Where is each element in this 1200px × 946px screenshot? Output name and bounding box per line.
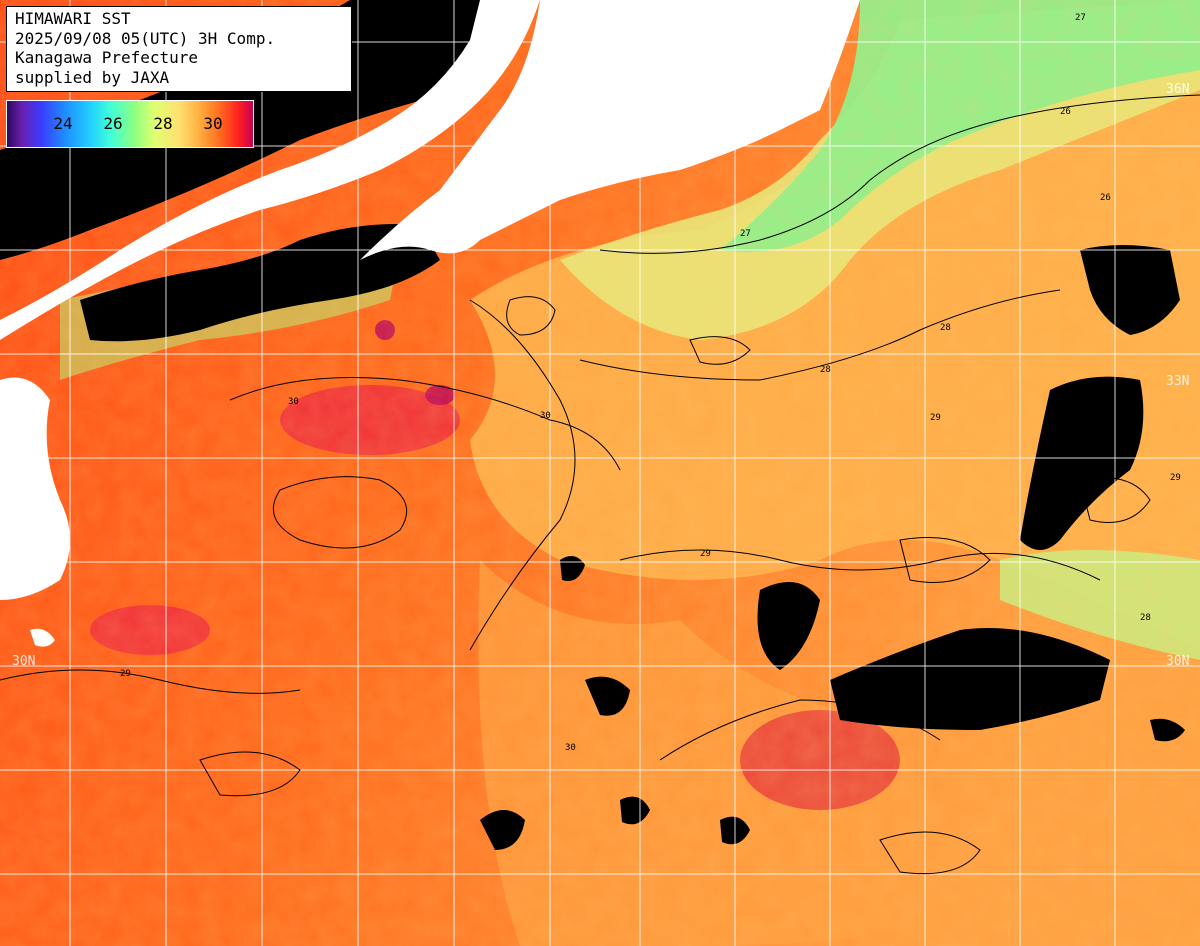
contour-28-loop1 [506,296,556,336]
legend-tick-24: 24 [53,114,73,133]
cloud-tiny-1 [1150,718,1185,742]
contour-29-south [619,549,1101,581]
contour-label: 30 [840,693,851,703]
lat-label-36n: 36N [1166,82,1190,97]
contour-label: 26 [1060,107,1071,117]
contour-30-main [229,377,621,471]
contour-label: 29 [930,413,941,423]
contour-28-sw [272,476,408,549]
contour-label: 26 [1100,193,1111,203]
contour-28-loop2 [689,336,751,365]
cloud-south-1 [757,582,820,670]
cloud-south-east [830,628,1110,730]
contour-28-east [579,289,1061,381]
contour-label: 28 [1140,613,1151,623]
contour-label: 27 [740,229,751,239]
lat-label-30n-left: 30N [12,654,36,669]
contour-29-loop3 [899,537,991,583]
contour-label: 29 [700,549,711,559]
legend-tick-26: 26 [103,114,123,133]
contour-label: 30 [565,743,576,753]
cloud-east-2 [1020,376,1144,550]
contour-labels: 30 30 28 28 26 27 29 29 30 29 27 26 28 3… [120,13,1181,753]
cloud-south-2 [585,676,630,716]
contour-27 [599,94,1200,254]
lat-label-33n: 33N [1166,374,1190,389]
contours [0,94,1200,875]
title-line-4: supplied by JAXA [15,67,170,87]
legend-tick-30: 30 [203,114,223,133]
cloud-kyushu-north [0,0,540,260]
cloud-tiny-2 [620,796,650,825]
contour-label: 29 [1170,473,1181,483]
title-line-3: Kanagawa Prefecture [15,48,199,67]
contour-label: 29 [120,669,131,679]
contour-label: 30 [288,397,299,407]
cloud-south-3 [480,810,525,850]
contour-29-loop4 [1079,477,1151,523]
legend-tick-28: 28 [153,114,173,133]
contour-label: 28 [820,365,831,375]
contour-label: 30 [540,411,551,421]
lat-label-30n-right: 30N [1166,654,1190,669]
contour-28-loop5 [199,751,301,797]
title-line-2: 2025/09/08 05(UTC) 3H Comp. [15,28,276,48]
cloud-shikoku-north [80,224,440,342]
title-box: HIMAWARI SST 2025/09/08 05(UTC) 3H Comp.… [6,6,352,92]
cloud-east-1 [1080,245,1180,335]
land-honshu-west [0,0,540,340]
contour-29-coast [469,299,576,651]
land-kyushu [0,377,70,600]
color-legend: 24 26 28 30 [6,100,254,148]
contour-30-south [659,699,941,761]
contour-28-loop6 [879,831,981,875]
contour-label: 28 [940,323,951,333]
contour-29-w [0,669,301,694]
title-line-1: HIMAWARI SST [15,9,131,28]
contour-label: 27 [1075,13,1086,23]
land-island-south [30,628,55,647]
